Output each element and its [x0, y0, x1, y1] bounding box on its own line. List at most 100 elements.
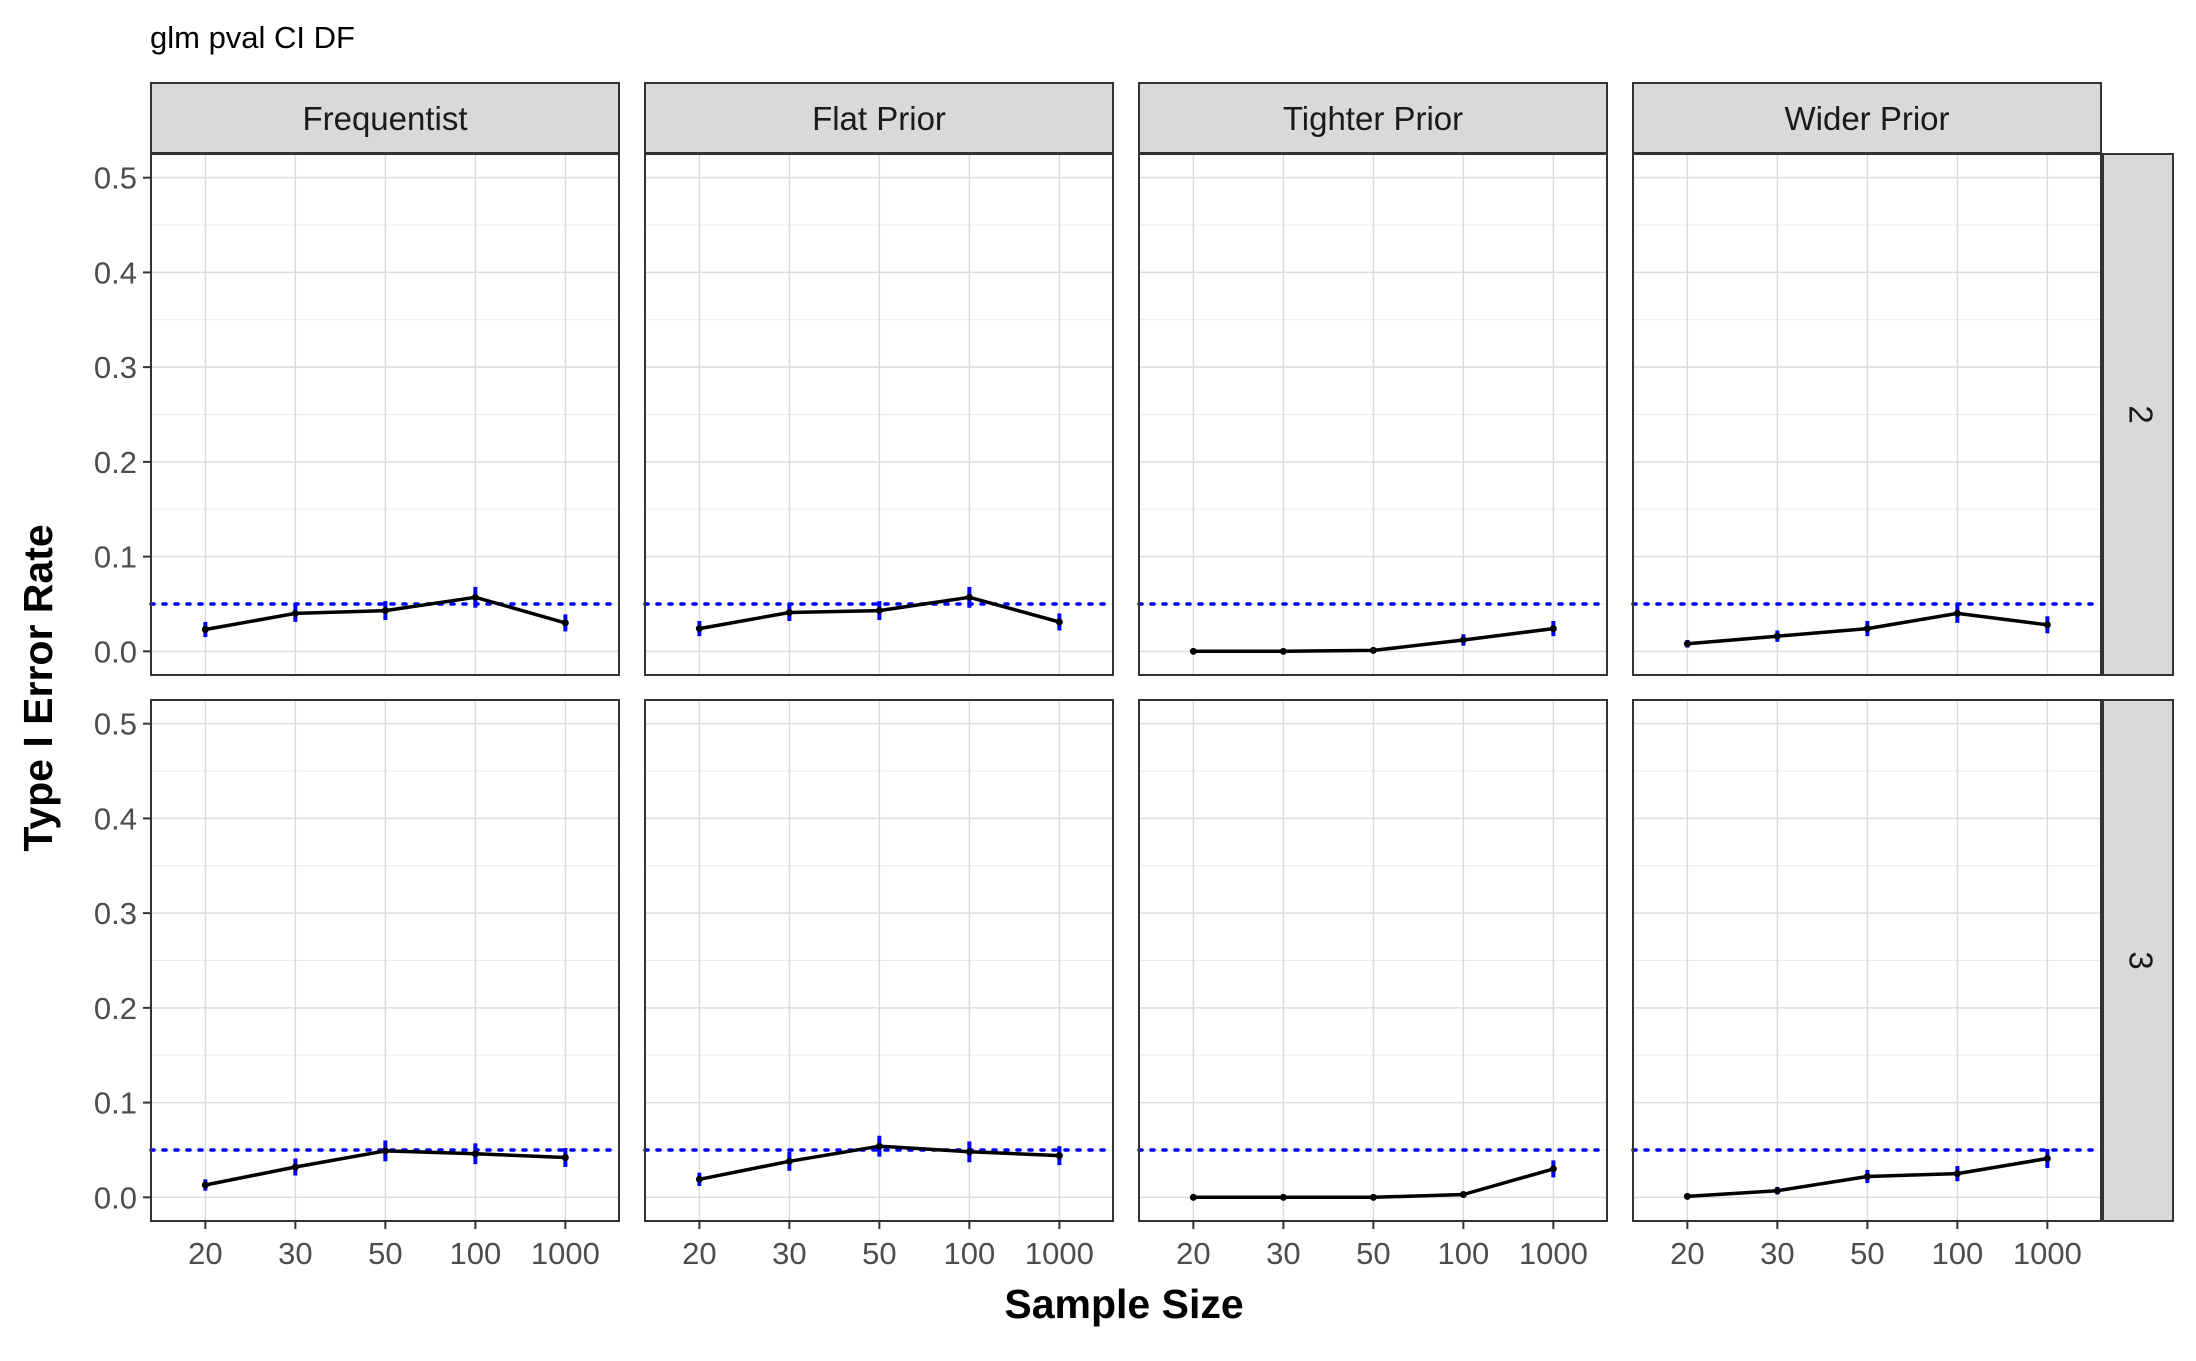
data-point	[201, 626, 209, 634]
data-point	[201, 1181, 209, 1189]
data-point	[695, 625, 703, 633]
data-point	[561, 1154, 569, 1162]
data-point	[1683, 1192, 1691, 1200]
x-tick-label: 50	[368, 1236, 402, 1271]
column-strip	[150, 82, 620, 154]
x-tick-label: 20	[1176, 1236, 1210, 1271]
x-tick-label: 30	[772, 1236, 806, 1271]
data-point	[291, 609, 299, 617]
data-point	[1279, 647, 1287, 655]
facet-panel	[643, 153, 1115, 676]
x-tick-label: 30	[1266, 1236, 1300, 1271]
data-point	[785, 608, 793, 616]
y-tick-label: 0.0	[94, 634, 137, 669]
data-point	[381, 1147, 389, 1155]
column-strip	[644, 82, 1114, 154]
facet-panel	[1631, 153, 2103, 676]
x-tick-label: 50	[862, 1236, 896, 1271]
y-tick-label: 0.0	[94, 1180, 137, 1215]
x-tick-label: 50	[1356, 1236, 1390, 1271]
x-tick-label: 1000	[1519, 1236, 1588, 1271]
data-point	[381, 607, 389, 615]
x-tick-label: 50	[1850, 1236, 1884, 1271]
data-point	[2043, 1154, 2051, 1162]
data-point	[1369, 1193, 1377, 1201]
data-point	[695, 1175, 703, 1183]
y-tick-label: 0.4	[94, 255, 137, 290]
data-point	[1055, 1152, 1063, 1160]
x-tick-label: 100	[1931, 1236, 1983, 1271]
data-point	[291, 1163, 299, 1171]
column-strip-label: Wider Prior	[1784, 100, 1949, 137]
row-strip	[2102, 153, 2174, 676]
data-point	[471, 593, 479, 601]
facet-panel	[643, 699, 1115, 1222]
panel-border	[150, 699, 620, 1222]
y-tick-label: 0.2	[94, 991, 137, 1026]
y-axis-title: Type I Error Rate	[15, 524, 61, 851]
data-point	[471, 1150, 479, 1158]
y-tick-label: 0.1	[94, 1086, 137, 1121]
facet-panel	[1137, 153, 1609, 676]
x-axis-title: Sample Size	[1004, 1281, 1243, 1327]
panel-border	[1138, 153, 1608, 676]
x-tick-label: 100	[449, 1236, 501, 1271]
y-tick-label: 0.1	[94, 540, 137, 575]
column-strip-label: Frequentist	[302, 100, 467, 137]
data-point	[1549, 1165, 1557, 1173]
data-point	[1863, 625, 1871, 633]
panel-border	[644, 699, 1114, 1222]
x-tick-label: 100	[1437, 1236, 1489, 1271]
data-point	[1953, 1170, 1961, 1178]
data-point	[875, 1142, 883, 1150]
y-tick-label: 0.3	[94, 350, 137, 385]
column-strip-label: Tighter Prior	[1283, 100, 1463, 137]
panel-border	[644, 153, 1114, 676]
data-point	[1773, 632, 1781, 640]
data-point	[1279, 1193, 1287, 1201]
data-point	[1459, 1190, 1467, 1198]
x-tick-label: 20	[1670, 1236, 1704, 1271]
x-tick-label: 30	[278, 1236, 312, 1271]
panel-border	[150, 153, 620, 676]
x-tick-label: 1000	[2013, 1236, 2082, 1271]
panel-border	[1632, 699, 2102, 1222]
data-point	[1189, 1193, 1197, 1201]
x-tick-label: 100	[943, 1236, 995, 1271]
x-tick-label: 20	[188, 1236, 222, 1271]
data-point	[875, 607, 883, 615]
data-point	[1549, 625, 1557, 633]
y-tick-label: 0.3	[94, 896, 137, 931]
data-point	[1683, 640, 1691, 648]
data-point	[1953, 609, 1961, 617]
column-strip	[1632, 82, 2102, 154]
facet-panel	[149, 699, 621, 1222]
chart-title: glm pval CI DF	[150, 20, 355, 55]
data-point	[1863, 1172, 1871, 1180]
row-strip-label: 2	[2122, 405, 2159, 423]
x-tick-label: 1000	[531, 1236, 600, 1271]
y-tick-label: 0.2	[94, 445, 137, 480]
column-strip-label: Flat Prior	[812, 100, 946, 137]
data-point	[1773, 1187, 1781, 1195]
facet-panel	[149, 153, 621, 676]
x-tick-label: 1000	[1025, 1236, 1094, 1271]
data-point	[1369, 646, 1377, 654]
row-strip	[2102, 699, 2174, 1222]
y-tick-label: 0.5	[94, 161, 137, 196]
data-point	[1459, 636, 1467, 644]
row-strip-label: 3	[2122, 951, 2159, 969]
data-point	[965, 593, 973, 601]
x-tick-label: 20	[682, 1236, 716, 1271]
y-tick-label: 0.5	[94, 707, 137, 742]
column-strip	[1138, 82, 1608, 154]
data-point	[1055, 618, 1063, 626]
data-point	[561, 619, 569, 627]
facet-panel	[1631, 699, 2103, 1222]
y-tick-label: 0.4	[94, 801, 137, 836]
data-point	[785, 1157, 793, 1165]
panel-border	[1632, 153, 2102, 676]
facet-panels: Frequentist Flat Prior Tighter Prior Wider …	[94, 82, 2174, 1271]
